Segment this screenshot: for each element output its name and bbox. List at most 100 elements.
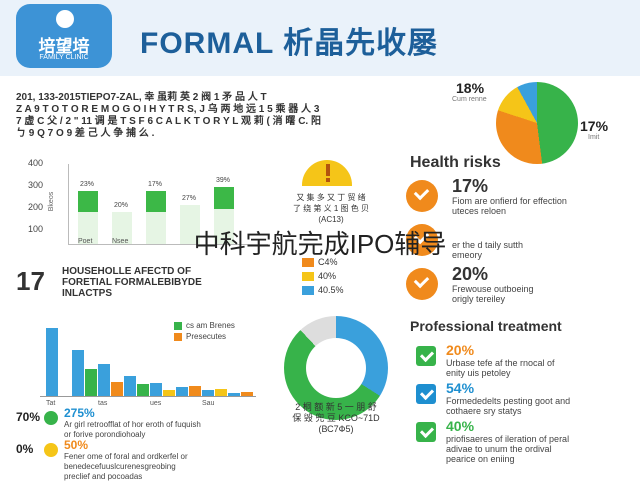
household-number: 17 (16, 266, 45, 296)
row-left-value: 0% (16, 442, 34, 456)
bar-chart-household: Bkeos 400 300 200 100 23% Poet 20% Nsee 17% 27% 39… (28, 158, 268, 248)
health-risk-check-icon (406, 180, 438, 212)
bar-chart-1-x-axis (68, 244, 268, 245)
bar-chart-1-bar (214, 187, 234, 209)
logo-mark-icon (56, 10, 74, 28)
bar-chart-2-bar (215, 389, 227, 396)
bar-chart-2-bar (202, 390, 214, 396)
treatment-check-icon (416, 384, 436, 404)
pie-label-2-sub: Imit (588, 134, 600, 141)
bar-chart-1-bar (78, 191, 98, 212)
row-left-value: 70% (16, 410, 41, 424)
warning-swatch (302, 286, 314, 295)
treatment-check-icon (416, 422, 436, 442)
health-risk-percent: 20% (452, 264, 489, 284)
health-risk-check-icon (406, 268, 438, 300)
bar-chart-2-bar (72, 350, 84, 396)
row-status-icon (44, 411, 58, 425)
warning-text: 又 集 多 又 丁 贸 绪 了 绕 第 义 1 图 色 贝 (AC13) (292, 193, 369, 224)
donut-caption: 2 桐 额 新 5 一 朋 舒 保 毁 兜 豆 KCO~71D (ВС7Ф5) (292, 402, 380, 434)
bar-chart-1-data-label: 20% (114, 202, 129, 209)
bar-chart-2-bar (137, 384, 149, 396)
bar-chart-2-legend-label: cs am Brenes (186, 321, 235, 330)
bar-chart-2-bar (111, 382, 123, 396)
bar-chart-2-category: Sau (202, 400, 215, 407)
warning-item-label: C4% (318, 257, 338, 267)
health-risk-percent: 17% (452, 176, 489, 196)
check-mark-icon (413, 184, 430, 201)
bar-chart-2-category: ues (150, 400, 162, 407)
treatment-percent: 20% (446, 342, 475, 358)
treatment-percent: 40% (446, 418, 475, 434)
household-text: HOUSEHOLLE AFECTD OF FORETIAL FORMALEBIB… (62, 266, 202, 299)
overlay-caption: 中科宇航完成IPO辅导 (193, 229, 447, 259)
warning-item-label: 40% (318, 271, 337, 281)
pie-label-2: 17% (580, 118, 609, 134)
treatment-description: priofisaeres of ileration of peral adiva… (446, 434, 570, 464)
bar-chart-2-bar (98, 364, 110, 396)
bar-chart-1-tick: 100 (28, 224, 44, 234)
bar-chart-2-bar (85, 369, 97, 396)
top-pie-chart (496, 82, 578, 164)
bar-chart-2-x-axis (40, 396, 256, 397)
logo-name: 培望培 (38, 37, 90, 56)
bar-chart-1-bar-bg (180, 205, 200, 244)
bar-chart-2-legend-swatch (174, 322, 182, 330)
bar-chart-1-bar-bg (112, 212, 132, 244)
bar-chart-1-category: Nsee (112, 238, 129, 245)
warning-badge (302, 160, 352, 186)
bar-chart-2-bar (124, 376, 136, 396)
warning-swatch (302, 272, 314, 281)
warning-swatch (302, 258, 314, 267)
exclamation-dot-icon (326, 178, 330, 182)
exclamation-icon (326, 164, 330, 176)
bar-chart-1-tick: 400 (28, 158, 44, 168)
bar-chart-2-category: Tat (46, 400, 56, 407)
bar-chart-1-ylabel: Bkeos (48, 191, 56, 212)
bar-chart-1-data-label: 39% (216, 177, 231, 184)
health-risk-check-icon (406, 224, 438, 256)
check-mark-icon (413, 272, 430, 289)
bar-chart-2-bar (150, 383, 162, 396)
row-percent: 50% (64, 438, 89, 452)
bar-chart-1-bar (146, 191, 166, 212)
row-percent: 275% (64, 406, 95, 420)
check-mark-icon (419, 347, 435, 363)
header-banner: 培望培 FAMILY CLINIC FORMAL 析晶先收屡 (0, 0, 640, 76)
bar-chart-2-legend-label: Presecutes (186, 332, 227, 341)
donut-chart (284, 316, 388, 420)
bar-chart-2-bar (176, 387, 188, 396)
bar-chart-2-legend-swatch (174, 333, 182, 341)
treatment-description: Urbase tefe af the rnocal of enity uis p… (446, 358, 555, 378)
row-description: Ar girl retroofflat of hor eroth of fuqu… (64, 420, 201, 439)
treatment-description: Formededelts pesting goot and cothaere s… (446, 396, 571, 416)
page-title: FORMAL 析晶先收屡 (140, 27, 439, 60)
pie-label-1-sub: Cum renne (452, 96, 487, 103)
bar-chart-1-y-axis (68, 164, 69, 244)
bar-chart-1-tick: 300 (28, 180, 44, 190)
bar-chart-2-bar (241, 392, 253, 396)
clinic-logo: 培望培 FAMILY CLINIC (16, 4, 112, 68)
bar-chart-1-data-label: 17% (148, 181, 163, 188)
bar-chart-2-category: tas (98, 400, 108, 407)
bar-chart-1-category: Poet (78, 238, 93, 245)
check-mark-icon (419, 385, 435, 401)
professional-treatment-title: Professional treatment (410, 318, 562, 334)
logo-subtitle: FAMILY CLINIC (39, 54, 89, 61)
intro-paragraph: 201, 133-2015TIEPO7-ZAL, 幸 虽莉 英 2 阀 1 矛 … (16, 92, 321, 139)
bar-chart-2-bar (228, 393, 240, 396)
health-risks-title: Health risks (410, 154, 501, 171)
treatment-check-icon (416, 346, 436, 366)
bar-chart-2-bar (189, 386, 201, 396)
pie-label-1: 18% (456, 80, 485, 96)
health-risk-description: Frewouse outboeing origly tereiley (452, 284, 534, 304)
health-risk-description: er the d taily sutth emeory (452, 240, 524, 260)
donut-hole (306, 338, 366, 398)
health-risk-description: Fiom are onfierd for effection uteces re… (452, 196, 567, 216)
row-description: Fener ome of foral and ordkerfel or bene… (64, 452, 188, 481)
bar-chart-1-tick: 200 (28, 202, 44, 212)
row-status-icon (44, 443, 58, 457)
warning-item-label: 40.5% (318, 285, 344, 295)
bar-chart-2-bar (46, 328, 58, 396)
bar-chart-treatment: cs am Brenes Presecutes Tat tas ues Sau (16, 318, 256, 407)
